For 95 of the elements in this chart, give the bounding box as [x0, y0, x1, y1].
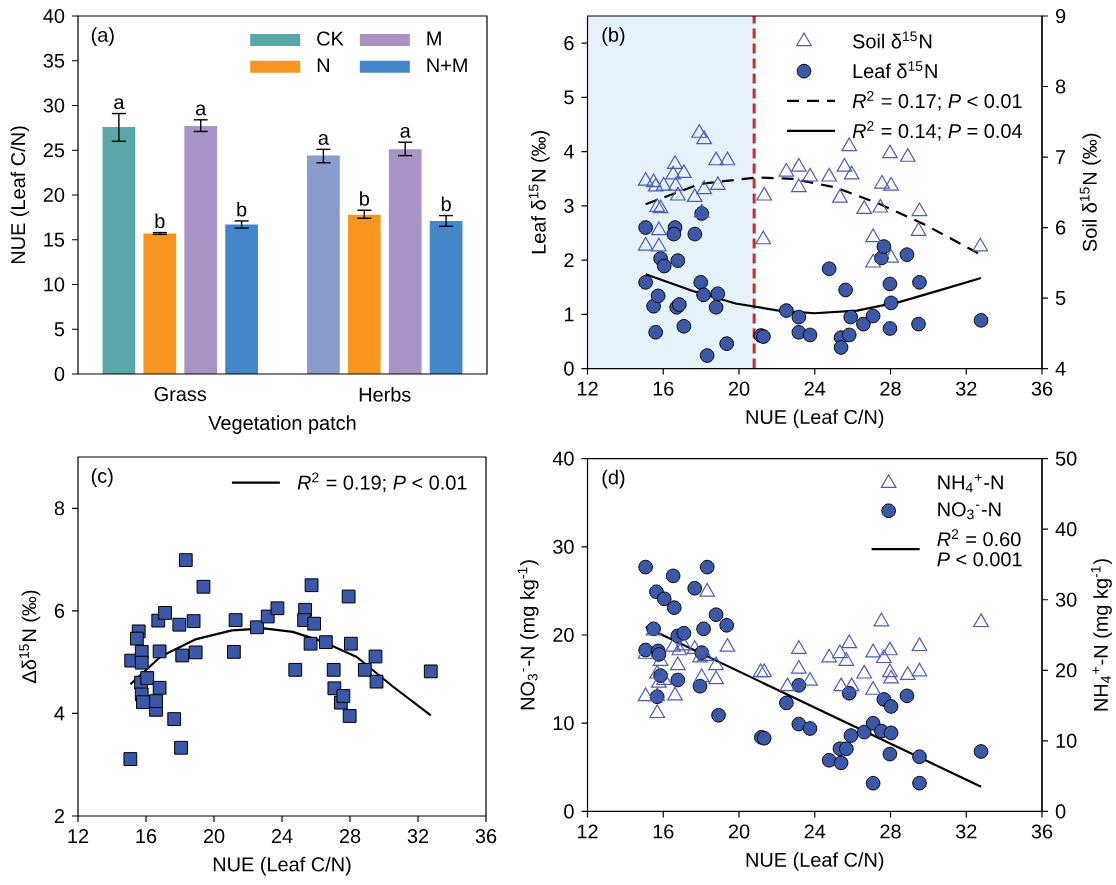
- x-tick-label: 20: [203, 829, 225, 844]
- y-tick-label: 25: [43, 143, 65, 158]
- legend-label: R$^{2}$ = 0.60: [937, 529, 1021, 547]
- data-label: b: [441, 196, 451, 212]
- data-label: a: [318, 134, 329, 145]
- data-label: b: [360, 191, 370, 206]
- y2-tick-label: 30: [1055, 592, 1077, 607]
- x-axis-title: NUE (Leaf C/N): [213, 856, 351, 876]
- y2-tick-label: 40: [1055, 522, 1077, 537]
- y-tick-label: 4: [563, 144, 574, 159]
- legend-label: NH$_{4}$$^{+}$-N: [938, 474, 1003, 493]
- data-label: b: [155, 213, 165, 229]
- x-tick-label: 16: [653, 381, 674, 396]
- x-tick-label: 28: [880, 824, 901, 839]
- y-tick-label: 20: [553, 627, 574, 643]
- y-tick-label: 0: [564, 804, 574, 819]
- legend-label: R$^{2}$ = 0.17; P < 0.01: [852, 91, 1022, 111]
- annotation: (d): [602, 469, 625, 489]
- y-axis-title: Δδ$^{15}$N (‰): [19, 590, 41, 683]
- x-tick-label: 20: [728, 381, 750, 396]
- y2-axis-title: NH$_{4}$$^{+}$-N (mg kg$^{-1}$): [1090, 559, 1112, 711]
- data-label: a: [400, 126, 411, 138]
- y-tick-label: 10: [553, 716, 574, 731]
- x-tick-label: 24: [804, 824, 826, 839]
- y2-tick-label: 6: [1056, 220, 1066, 235]
- x-tick-label: 16: [136, 829, 157, 844]
- legend-label: CK: [317, 31, 344, 46]
- y2-tick-label: 8: [1055, 79, 1066, 94]
- x-tick-label: 12: [68, 829, 89, 843]
- x-tick-label: 36: [1031, 824, 1053, 839]
- annotation: (a): [91, 27, 114, 46]
- y2-tick-label: 0: [1055, 804, 1066, 819]
- legend-label: Leaf δ$^{15}$N: [853, 61, 937, 79]
- annotation: P < 0.001: [937, 552, 1022, 567]
- y2-tick-label: 20: [1056, 663, 1077, 678]
- y-tick-label: 0: [564, 361, 574, 376]
- x-tick-label: 28: [880, 381, 901, 396]
- y2-tick-label: 7: [1056, 150, 1066, 164]
- legend-label: M: [427, 31, 441, 46]
- y-tick-label: 2: [564, 253, 574, 268]
- y-tick-label: 30: [43, 98, 65, 113]
- x-tick-label: 24: [271, 829, 293, 843]
- data-label: a: [114, 98, 125, 110]
- x-tick-label: 12: [577, 381, 598, 396]
- y-tick-label: 20: [43, 187, 65, 203]
- data-label: b: [237, 201, 247, 217]
- x-axis-title: NUE (Leaf C/N): [746, 852, 884, 871]
- x-tick-label: 32: [955, 824, 977, 839]
- legend-label: R$^{2}$ = 0.19; P < 0.01: [297, 472, 467, 493]
- data-label: a: [196, 104, 207, 116]
- y-tick-label: 4: [54, 706, 65, 721]
- legend-label: NO$_{3}$$^{-}$-N: [938, 502, 1001, 520]
- y2-tick-label: 5: [1055, 291, 1066, 306]
- legend-label: N: [317, 58, 329, 73]
- x-tick-label: 36: [475, 829, 497, 844]
- x-tick-label: 12: [577, 824, 598, 839]
- legend-label: R$^{2}$ = 0.14; P = 0.04: [852, 120, 1022, 141]
- y-tick-label: 10: [44, 277, 65, 292]
- y-axis-title: NUE (Leaf C/N): [10, 126, 30, 264]
- y2-tick-label: 10: [1056, 733, 1077, 748]
- y2-tick-label: 4: [1055, 361, 1066, 376]
- y-tick-label: 35: [43, 53, 65, 68]
- x-tick-label: Grass: [154, 387, 207, 402]
- annotation: (c): [91, 468, 113, 487]
- y-axis-title: Leaf δ$^{15}$N (‰): [528, 131, 550, 254]
- y-tick-label: 15: [44, 232, 65, 247]
- y-tick-label: 5: [564, 90, 574, 105]
- y-tick-label: 6: [54, 603, 65, 618]
- y-axis-title: NO$_{3}$$^{-}$-N (mg kg$^{-1}$): [517, 560, 539, 710]
- y-tick-label: 1: [564, 307, 574, 322]
- x-tick-label: 32: [955, 381, 977, 396]
- legend-label: N+M: [427, 58, 467, 73]
- y-tick-label: 6: [564, 36, 574, 51]
- x-axis-title: NUE (Leaf C/N): [746, 409, 884, 428]
- x-tick-label: 36: [1031, 381, 1053, 396]
- annotation: (b): [602, 27, 625, 46]
- y2-tick-label: 9: [1055, 8, 1066, 24]
- y-tick-label: 40: [43, 8, 65, 24]
- x-tick-label: 16: [653, 824, 674, 839]
- x-tick-label: 20: [728, 824, 750, 839]
- x-tick-label: 32: [407, 829, 429, 844]
- y-tick-label: 8: [54, 501, 65, 516]
- legend-label: Soil δ$^{15}$N: [852, 31, 932, 49]
- x-tick-label: Herbs: [359, 387, 411, 402]
- y2-tick-label: 50: [1055, 451, 1077, 466]
- y-tick-label: 30: [553, 539, 574, 554]
- x-axis-title: Vegetation patch: [208, 415, 356, 434]
- x-tick-label: 24: [804, 381, 826, 396]
- y-tick-label: 2: [54, 809, 64, 823]
- x-tick-label: 28: [339, 829, 361, 844]
- y-tick-label: 5: [54, 322, 65, 337]
- y2-axis-title: Soil δ$^{15}$N (‰): [1079, 133, 1101, 252]
- y-tick-label: 3: [564, 198, 574, 213]
- y-tick-label: 0: [54, 366, 65, 382]
- y-tick-label: 40: [552, 451, 574, 466]
